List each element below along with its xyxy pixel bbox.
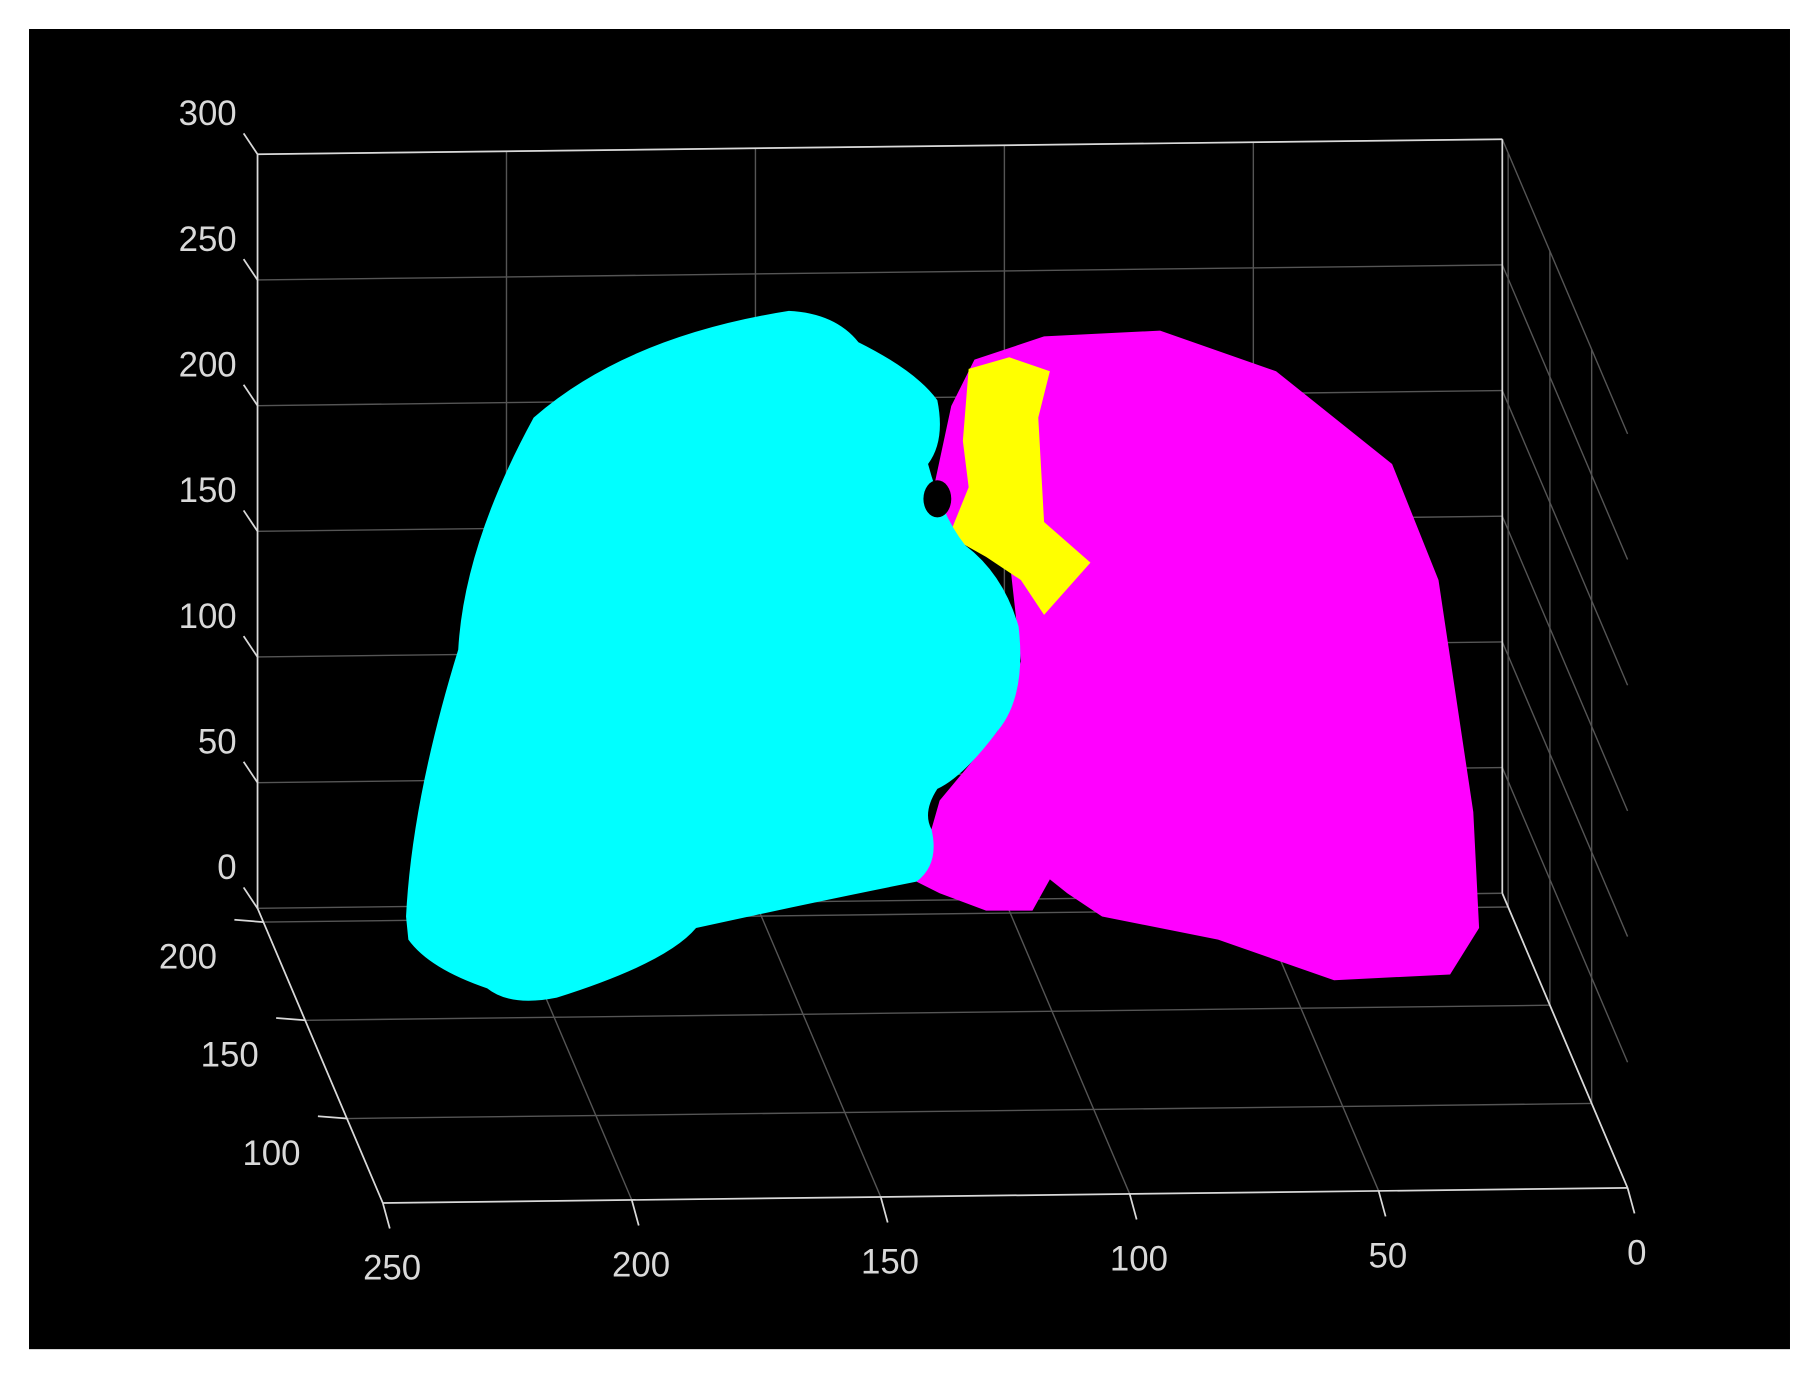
y-tick xyxy=(234,918,264,923)
grid-line xyxy=(257,264,1503,281)
z-tick-label: 300 xyxy=(179,94,237,133)
z-tick xyxy=(242,886,259,909)
x-tick xyxy=(879,1196,889,1223)
x-tick xyxy=(381,1202,391,1229)
z-tick xyxy=(242,761,259,784)
volume xyxy=(406,310,1480,1001)
grid-line xyxy=(305,1004,1550,1021)
x-tick-label: 0 xyxy=(1627,1233,1646,1272)
x-tick-label: 200 xyxy=(612,1245,670,1284)
hole xyxy=(923,480,952,518)
grid-line xyxy=(1501,641,1629,937)
z-tick-label: 250 xyxy=(179,220,237,259)
x-tick-label: 50 xyxy=(1369,1236,1408,1275)
z-tick xyxy=(242,384,259,407)
trachea xyxy=(948,357,1091,615)
y-tick-label: 200 xyxy=(159,937,217,976)
x-tick xyxy=(1377,1190,1387,1217)
z-tick xyxy=(242,132,259,155)
grid-line xyxy=(1501,390,1629,686)
x-tick xyxy=(1626,1187,1636,1214)
grid-line xyxy=(346,1102,1592,1120)
right-lung xyxy=(406,310,1021,1001)
axis-line xyxy=(256,907,384,1204)
grid-line xyxy=(1501,515,1629,812)
grid-line xyxy=(1501,264,1629,560)
grid-line xyxy=(1501,767,1629,1063)
grid-line xyxy=(754,902,882,1198)
x-tick xyxy=(630,1199,640,1226)
z-tick xyxy=(242,635,259,658)
x-tick xyxy=(1128,1193,1138,1220)
y-tick xyxy=(276,1017,306,1022)
z-tick-label: 200 xyxy=(179,346,237,385)
z-tick-label: 0 xyxy=(217,848,236,887)
z-tick-label: 150 xyxy=(179,471,237,510)
y-tick xyxy=(317,1115,347,1120)
x-tick-label: 100 xyxy=(1110,1239,1168,1278)
x-tick-label: 150 xyxy=(861,1242,919,1281)
z-tick xyxy=(242,258,259,281)
left-lung xyxy=(916,330,1480,981)
axis-line xyxy=(382,1187,1628,1204)
z-tick xyxy=(242,509,259,532)
y-tick-label: 150 xyxy=(201,1036,259,1075)
axis-line xyxy=(257,138,1503,156)
y-tick-label: 100 xyxy=(242,1134,300,1173)
grid-line xyxy=(1501,138,1629,435)
z-tick-label: 100 xyxy=(179,597,237,636)
grid-line xyxy=(1003,899,1131,1195)
axes: 0 50 100 150 200 250 300 0 50 100 150 200 250 100 150 2… xyxy=(159,94,1647,1287)
z-tick-label: 50 xyxy=(198,723,237,762)
x-tick-label: 250 xyxy=(363,1248,421,1287)
axis-line xyxy=(1501,892,1629,1189)
